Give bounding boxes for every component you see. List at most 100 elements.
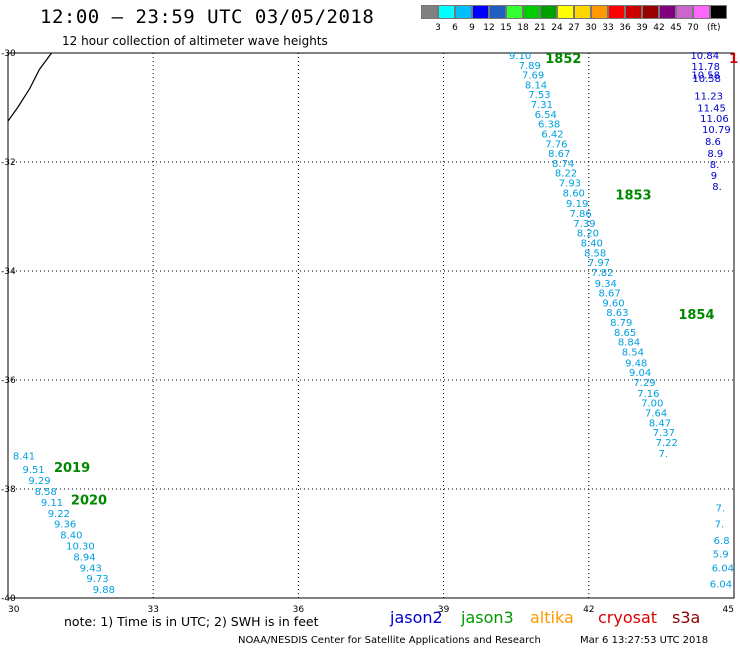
wave-height-value: 8.20 bbox=[577, 229, 599, 240]
legend-swatch bbox=[642, 5, 659, 19]
wave-height-value: 7.37 bbox=[653, 428, 675, 439]
wave-height-value: 7.64 bbox=[645, 409, 667, 420]
wave-height-value: 10.58 bbox=[692, 74, 721, 85]
wave-height-value: 8.40 bbox=[60, 531, 82, 542]
wave-height-value: 6.42 bbox=[541, 129, 563, 140]
lon-tick-label: 30 bbox=[8, 605, 20, 615]
wave-height-value: 9.34 bbox=[595, 279, 617, 290]
wave-height-value: 9.29 bbox=[28, 476, 50, 487]
wave-height-value: 11.45 bbox=[697, 103, 726, 114]
legend-tick: 9 bbox=[469, 23, 475, 33]
legend-swatch bbox=[523, 5, 540, 19]
wave-height-value: 8. bbox=[710, 160, 720, 171]
wave-height-value: 8.14 bbox=[525, 80, 547, 91]
wave-height-value: 7.86 bbox=[569, 209, 591, 220]
wave-height-value: 8.58 bbox=[35, 487, 57, 498]
lat-tick-label: -32 bbox=[1, 158, 16, 168]
legend-tick: 6 bbox=[452, 23, 458, 33]
legend-tick: 30 bbox=[585, 23, 597, 33]
legend-tick: 45 bbox=[670, 23, 682, 33]
wave-height-value: 7. bbox=[716, 503, 726, 514]
wave-height-value: 9.88 bbox=[93, 585, 115, 596]
wave-height-value: 8.79 bbox=[610, 318, 632, 329]
wave-height-value: 11.23 bbox=[694, 91, 723, 102]
map-frame bbox=[7, 52, 735, 599]
wave-height-value: 7.89 bbox=[519, 61, 541, 72]
footer-credit: NOAA/NESDIS Center for Satellite Applica… bbox=[238, 635, 541, 646]
wave-height-value: 8.65 bbox=[614, 328, 636, 339]
wave-height-value: 9.36 bbox=[54, 520, 76, 531]
wave-height-value: 8.9 bbox=[707, 149, 723, 160]
wave-height-value: 8.67 bbox=[548, 149, 570, 160]
legend-tick: 12 bbox=[483, 23, 495, 33]
legend-swatch bbox=[455, 5, 472, 19]
wave-height-value: 7. bbox=[658, 449, 668, 460]
wave-height-value: 6.8 bbox=[714, 536, 730, 547]
wave-height-value: 7.76 bbox=[545, 139, 567, 150]
lon-tick-label: 33 bbox=[147, 605, 158, 615]
track-label: 1852 bbox=[545, 52, 581, 67]
legend-tick: 70 bbox=[687, 23, 699, 33]
wave-height-value: 9.11 bbox=[41, 498, 63, 509]
satellite-altika: altika bbox=[530, 608, 574, 627]
track-label: 1853 bbox=[615, 188, 651, 203]
wave-height-value: 8.47 bbox=[649, 418, 671, 429]
legend-tick: 33 bbox=[602, 23, 614, 33]
map-subtitle: 12 hour collection of altimeter wave hei… bbox=[62, 34, 328, 48]
legend-tick: 18 bbox=[517, 23, 529, 33]
wave-height-value: 8.74 bbox=[552, 159, 574, 170]
legend-swatch bbox=[608, 5, 625, 19]
wave-height-value: 10.58 bbox=[691, 71, 720, 82]
wave-height-value: 7.29 bbox=[633, 378, 655, 389]
satellite-jason3: jason3 bbox=[461, 608, 514, 627]
legend-swatch bbox=[506, 5, 523, 19]
wave-height-value: 9 bbox=[711, 171, 717, 182]
legend-swatch bbox=[574, 5, 591, 19]
wave-height-value: 6.38 bbox=[538, 120, 560, 131]
wave-height-value: 10.84 bbox=[690, 51, 719, 62]
legend-tick: 27 bbox=[568, 23, 580, 33]
legend-swatch bbox=[489, 5, 506, 19]
track-label: 2020 bbox=[71, 493, 107, 508]
legend-swatch bbox=[438, 5, 455, 19]
wave-height-value: 8.60 bbox=[563, 188, 585, 199]
lat-tick-label: -36 bbox=[1, 376, 16, 386]
wave-height-value: 7.82 bbox=[591, 268, 613, 279]
satellite-jason2: jason2 bbox=[390, 608, 443, 627]
wave-height-value: 7.93 bbox=[559, 179, 581, 190]
wave-height-value: 8.54 bbox=[622, 347, 644, 358]
wave-height-value: 9.48 bbox=[625, 358, 647, 369]
legend-tick: 42 bbox=[653, 23, 665, 33]
wave-height-value: 10.30 bbox=[66, 542, 95, 553]
wave-height-value: 8. bbox=[712, 182, 722, 193]
map-title: 12:00 – 23:59 UTC 03/05/2018 bbox=[40, 6, 375, 28]
wave-height-value: 8.94 bbox=[73, 552, 95, 563]
wave-height-value: 8.40 bbox=[581, 238, 603, 249]
legend-unit: (ft) bbox=[707, 23, 721, 33]
track-label: 1 bbox=[729, 52, 738, 67]
wave-height-value: 7.69 bbox=[522, 71, 544, 82]
legend-swatch bbox=[676, 5, 693, 19]
wave-height-value: 6.54 bbox=[535, 110, 557, 121]
wave-height-value: 9.43 bbox=[80, 563, 102, 574]
wave-height-value: 7.00 bbox=[641, 399, 663, 410]
wave-height-legend: 3 6 9 12 15 18 21 24 27 30 33 36 39 42 45 70 (ft) bbox=[421, 5, 727, 33]
lat-tick-label: -30 bbox=[1, 49, 16, 59]
lat-tick-label: -38 bbox=[1, 485, 16, 495]
wave-height-value: 9.19 bbox=[566, 199, 588, 210]
wave-height-value: 7.53 bbox=[528, 90, 550, 101]
wave-height-value: 9.10 bbox=[509, 51, 531, 62]
wave-height-value: 9.22 bbox=[48, 509, 70, 520]
wave-height-value: 11.78 bbox=[691, 62, 720, 73]
legend-tick: 21 bbox=[534, 23, 546, 33]
legend-swatch bbox=[540, 5, 557, 19]
wave-height-value: 7.31 bbox=[531, 100, 553, 111]
legend-swatch bbox=[472, 5, 489, 19]
wave-height-value: 8.22 bbox=[555, 169, 577, 180]
legend-color-scale bbox=[421, 5, 727, 19]
legend-tick: 39 bbox=[636, 23, 648, 33]
legend-tick: 36 bbox=[619, 23, 631, 33]
legend-swatch bbox=[421, 5, 438, 19]
satellite-s3a: s3a bbox=[672, 608, 701, 627]
legend-tick: 24 bbox=[551, 23, 563, 33]
